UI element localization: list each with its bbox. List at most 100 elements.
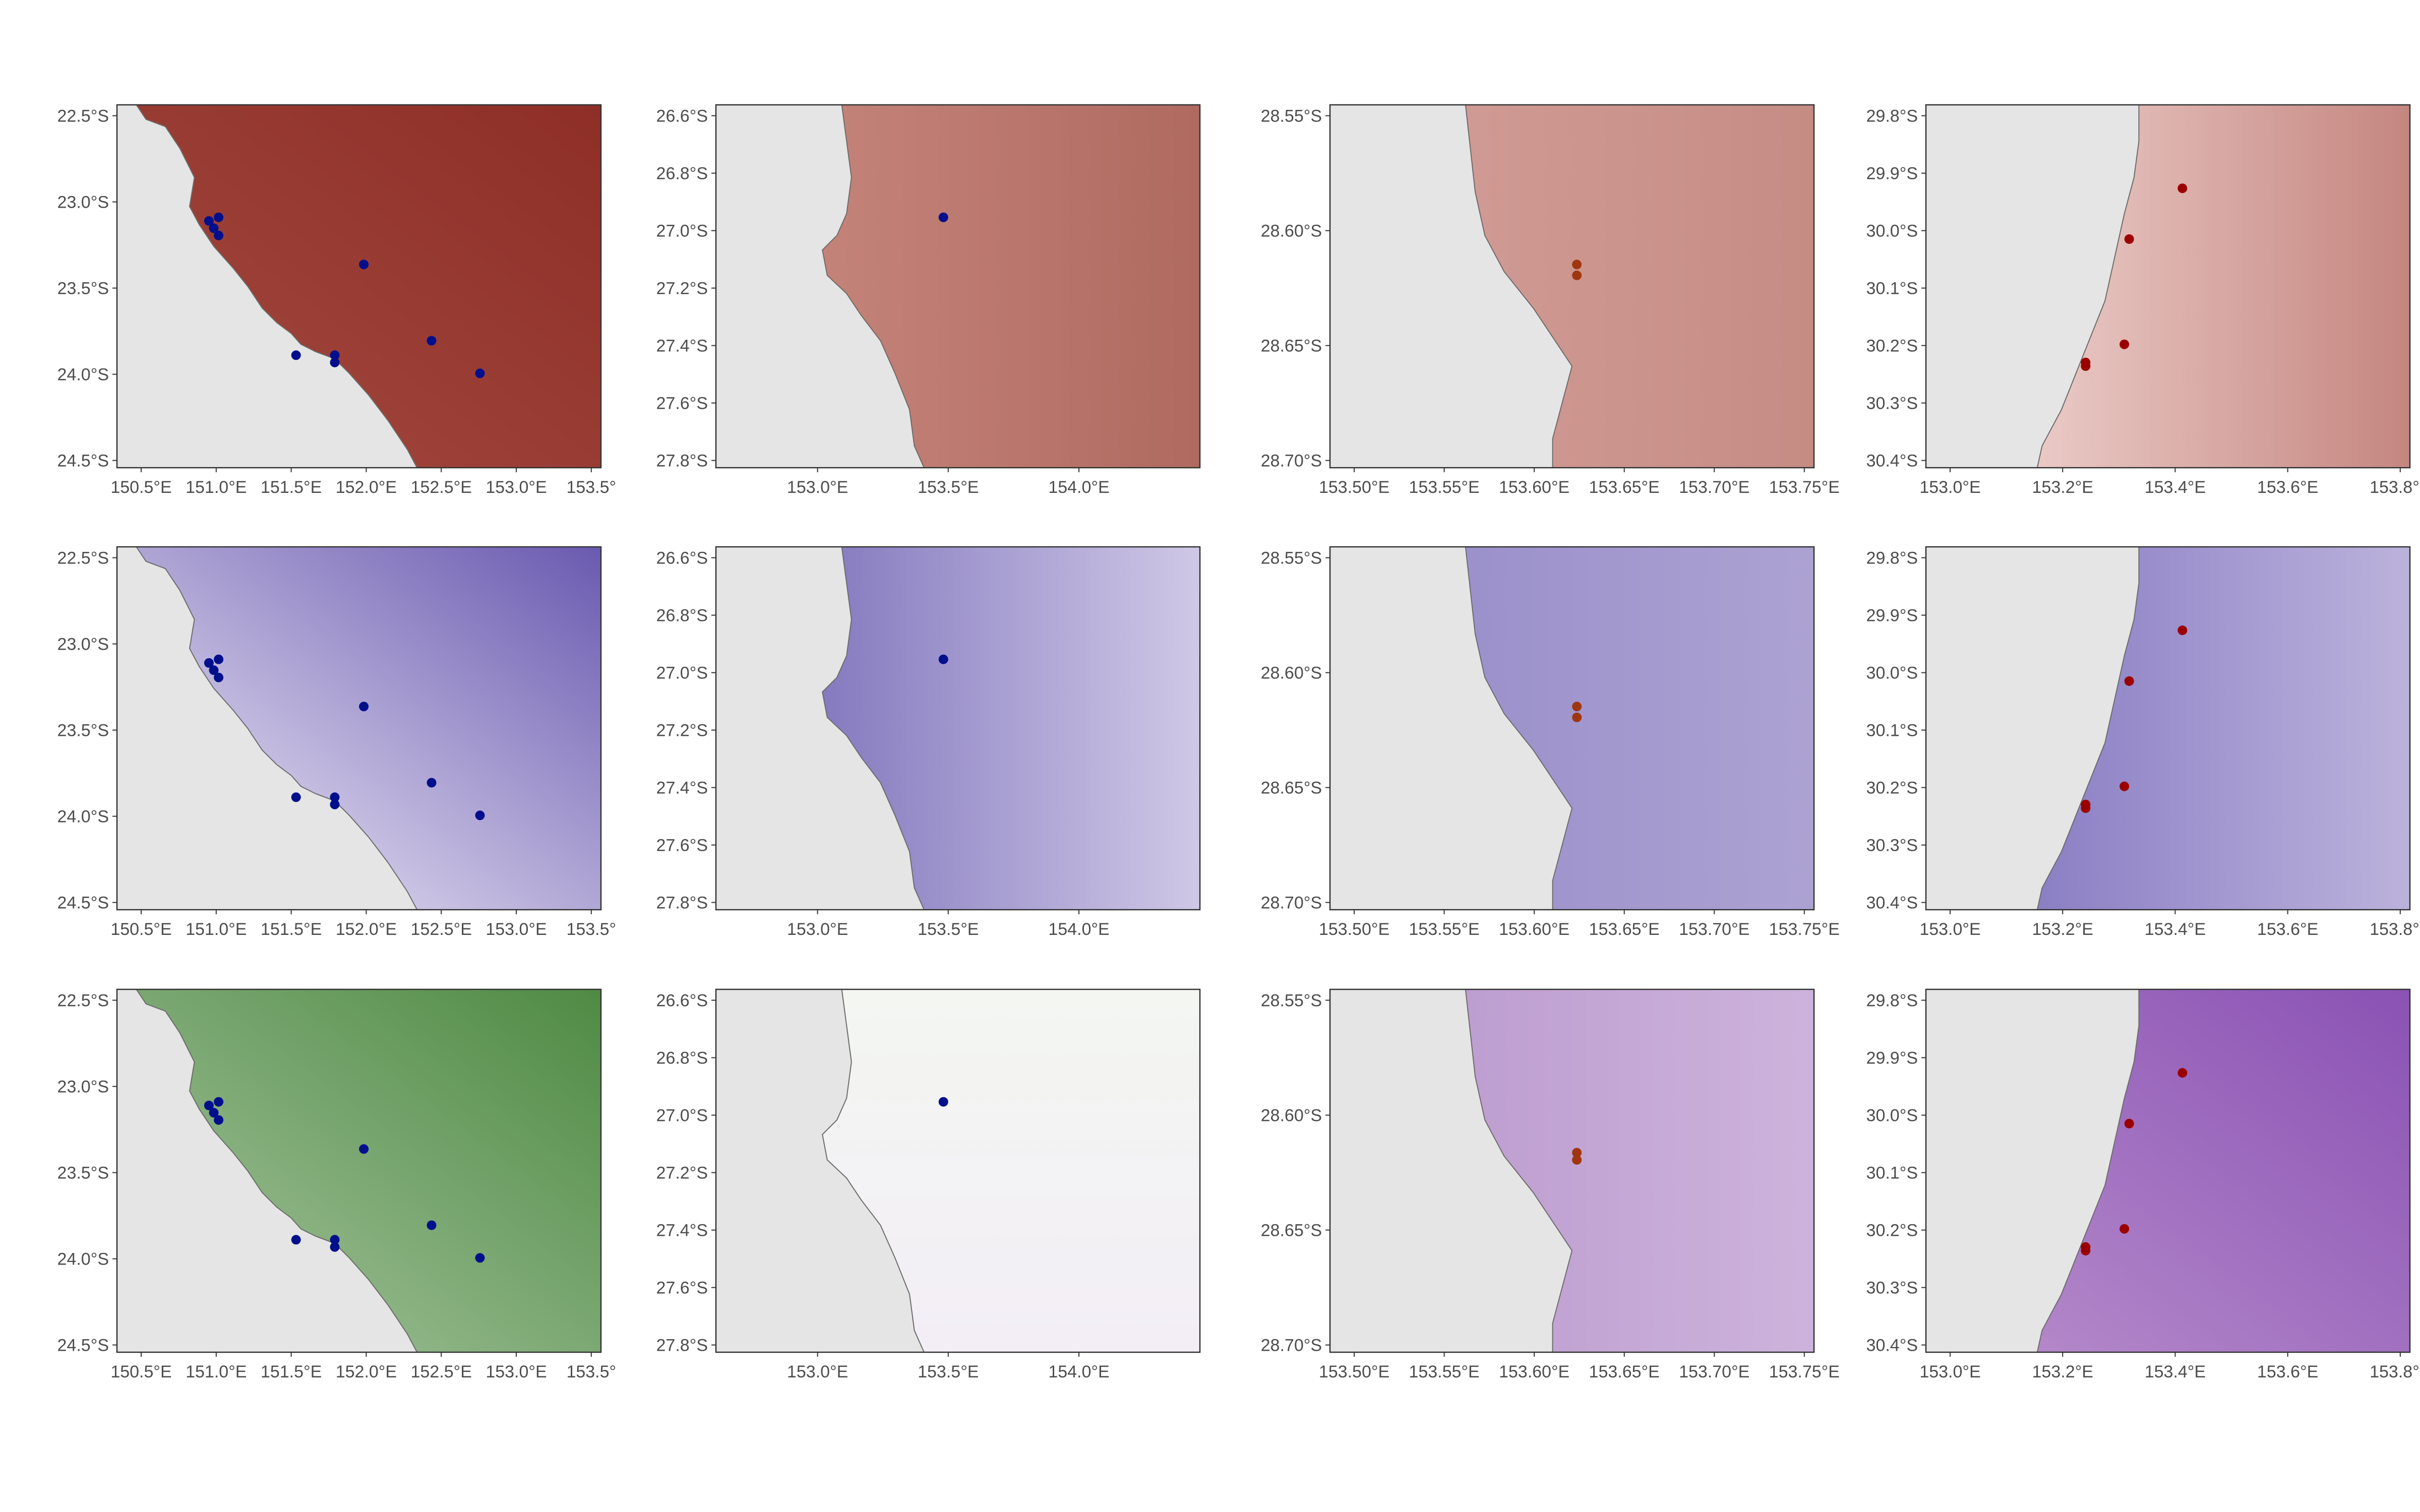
y-tick-label: 29.9°S bbox=[1866, 1049, 1918, 1068]
x-tick-label: 152.5°E bbox=[411, 478, 472, 497]
y-tick-label: 27.8°S bbox=[656, 1336, 708, 1355]
y-tick-label: 28.60°S bbox=[1261, 664, 1322, 683]
x-tick-label: 150.5°E bbox=[110, 478, 171, 497]
y-tick-label: 30.3°S bbox=[1866, 394, 1918, 413]
y-tick-label: 26.8°S bbox=[656, 1049, 708, 1068]
y-tick-label: 30.0°S bbox=[1866, 222, 1918, 241]
x-tick-label: 153.70°E bbox=[1679, 478, 1749, 497]
y-tick-label: 23.0°S bbox=[57, 1078, 109, 1097]
y-tick-label: 27.8°S bbox=[656, 894, 708, 913]
y-tick-label: 26.6°S bbox=[656, 991, 708, 1011]
x-tick-label: 151.5°E bbox=[261, 1362, 322, 1381]
site-point bbox=[1572, 1155, 1582, 1165]
x-tick-label: 153.5° bbox=[566, 478, 616, 497]
y-tick-label: 30.1°S bbox=[1866, 1164, 1918, 1183]
y-tick-label: 23.5°S bbox=[57, 1164, 109, 1183]
y-tick-label: 24.5°S bbox=[57, 894, 109, 913]
site-point bbox=[330, 1242, 340, 1252]
x-tick-label: 153.0°E bbox=[1919, 920, 1980, 939]
panel-border bbox=[1925, 104, 2411, 469]
y-tick-label: 24.0°S bbox=[57, 365, 109, 385]
site-point bbox=[2081, 1245, 2091, 1255]
x-tick-label: 153.70°E bbox=[1679, 920, 1749, 939]
panel-border bbox=[1925, 988, 2411, 1353]
site-point bbox=[475, 810, 485, 821]
site-point bbox=[204, 216, 214, 226]
y-tick-label: 24.5°S bbox=[57, 1336, 109, 1355]
site-point bbox=[359, 1144, 369, 1154]
site-point bbox=[475, 368, 485, 379]
y-tick-label: 24.0°S bbox=[57, 807, 109, 827]
x-tick-label: 153.0°E bbox=[1919, 478, 1980, 497]
y-tick-label: 27.4°S bbox=[656, 779, 708, 798]
land-polygon bbox=[1925, 104, 2140, 468]
y-tick-label: 27.4°S bbox=[656, 1221, 708, 1240]
x-tick-label: 153.5°E bbox=[918, 478, 979, 497]
y-tick-label: 27.6°S bbox=[656, 1279, 708, 1298]
x-tick-label: 153.60°E bbox=[1499, 478, 1569, 497]
site-point bbox=[214, 230, 224, 240]
x-tick-label: 151.0°E bbox=[186, 478, 247, 497]
y-tick-label: 27.6°S bbox=[656, 836, 708, 855]
map-panel-r1c3: 28.55°S 28.60°S 28.65°S 28.70°S 153.50°E 153.… bbox=[1261, 104, 1840, 497]
site-point bbox=[475, 1253, 485, 1263]
y-tick-label: 28.70°S bbox=[1261, 1336, 1322, 1355]
y-tick-label: 30.0°S bbox=[1866, 664, 1918, 683]
x-tick-label: 153.50°E bbox=[1319, 920, 1389, 939]
x-tick-label: 153.70°E bbox=[1679, 1362, 1749, 1381]
site-point bbox=[291, 792, 301, 802]
y-tick-label: 30.3°S bbox=[1866, 836, 1918, 855]
x-tick-label: 153.6°E bbox=[2257, 1362, 2318, 1381]
land-polygon bbox=[1925, 989, 2140, 1353]
land-polygon bbox=[1329, 546, 1573, 910]
map-panel-r2c3: 28.55°S 28.60°S 28.65°S 28.70°S 153.50°E 153.… bbox=[1261, 546, 1840, 939]
x-tick-label: 151.0°E bbox=[186, 1362, 247, 1381]
site-point bbox=[204, 658, 214, 668]
land-polygon bbox=[1329, 104, 1573, 468]
panel-border bbox=[116, 546, 602, 911]
site-point bbox=[2120, 1224, 2130, 1234]
x-tick-label: 153.55°E bbox=[1409, 478, 1479, 497]
site-point bbox=[2124, 676, 2134, 686]
site-point bbox=[209, 665, 219, 675]
y-tick-label: 24.0°S bbox=[57, 1250, 109, 1269]
site-point bbox=[330, 350, 340, 360]
y-tick-label: 29.9°S bbox=[1866, 606, 1918, 625]
y-tick-label: 27.6°S bbox=[656, 394, 708, 413]
x-tick-label: 151.5°E bbox=[261, 478, 322, 497]
x-tick-label: 153.4°E bbox=[2145, 478, 2206, 497]
y-tick-label: 28.55°S bbox=[1261, 991, 1322, 1011]
x-tick-label: 151.5°E bbox=[261, 920, 322, 939]
x-tick-label: 153.5° bbox=[566, 1362, 616, 1381]
panel-border bbox=[1329, 546, 1815, 911]
x-tick-label: 153.65°E bbox=[1589, 920, 1660, 939]
y-tick-label: 30.4°S bbox=[1866, 452, 1918, 471]
panel-border bbox=[1329, 988, 1815, 1353]
x-tick-label: 153.8°E bbox=[2370, 920, 2420, 939]
panel-border bbox=[715, 988, 1201, 1353]
land-polygon bbox=[715, 546, 925, 910]
site-point bbox=[214, 654, 224, 664]
x-tick-label: 153.0°E bbox=[486, 920, 547, 939]
y-tick-label: 27.2°S bbox=[656, 1164, 708, 1183]
y-tick-label: 28.60°S bbox=[1261, 1106, 1322, 1125]
site-point bbox=[1572, 1148, 1582, 1158]
x-tick-label: 150.5°E bbox=[110, 1362, 171, 1381]
map-panel-r3c2: 26.6°S 26.8°S 27.0°S 27.2°S 27.4°S 27.6°S 27.8… bbox=[656, 988, 1201, 1381]
x-tick-label: 153.8°E bbox=[2370, 478, 2420, 497]
x-tick-label: 153.6°E bbox=[2257, 920, 2318, 939]
y-tick-label: 22.5°S bbox=[57, 991, 109, 1011]
x-tick-label: 153.55°E bbox=[1409, 1362, 1479, 1381]
site-point bbox=[938, 212, 948, 222]
y-tick-label: 22.5°S bbox=[57, 549, 109, 568]
site-point bbox=[1572, 702, 1582, 712]
site-point bbox=[2177, 1068, 2188, 1078]
land-polygon bbox=[116, 546, 418, 910]
x-tick-label: 152.0°E bbox=[336, 920, 397, 939]
site-point bbox=[1572, 270, 1582, 280]
site-point bbox=[427, 336, 437, 346]
y-tick-label: 30.1°S bbox=[1866, 721, 1918, 740]
